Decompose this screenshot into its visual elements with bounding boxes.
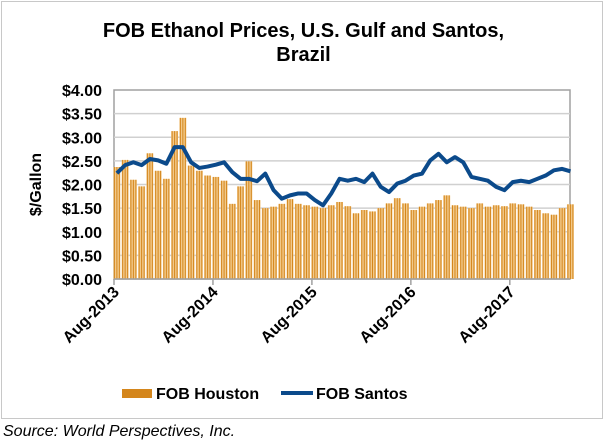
line-fob-santos	[115, 145, 571, 208]
legend-swatch-houston	[122, 389, 152, 398]
x-tick-label: Aug-2015	[258, 284, 321, 347]
chart-title-line2: Brazil	[276, 44, 331, 66]
y-tick-label: $4.00	[62, 83, 102, 100]
y-tick-label: $3.00	[62, 130, 102, 147]
x-tick-label: Aug-2017	[456, 284, 519, 347]
y-tick-label: $1.50	[62, 201, 102, 218]
source-note: Source: World Perspectives, Inc.	[3, 423, 236, 440]
chart-title-line1: FOB Ethanol Prices, U.S. Gulf and Santos…	[102, 20, 505, 42]
y-axis-label: $/Gallon	[28, 153, 45, 216]
x-tick-label: Aug-2014	[159, 284, 222, 347]
y-tick-label: $1.00	[62, 225, 102, 242]
y-tick-label: $3.50	[62, 107, 102, 124]
y-tick-label: $2.00	[62, 178, 102, 195]
y-tick-label: $0.50	[62, 248, 102, 265]
chart-frame	[1, 1, 603, 419]
y-tick-label: $2.50	[62, 154, 102, 171]
y-tick-label: $0.00	[62, 272, 102, 289]
x-tick-label: Aug-2016	[357, 284, 420, 347]
x-tick-label: Aug-2013	[60, 284, 123, 347]
legend-label-houston: FOB Houston	[156, 386, 259, 403]
legend-label-santos: FOB Santos	[316, 386, 408, 403]
